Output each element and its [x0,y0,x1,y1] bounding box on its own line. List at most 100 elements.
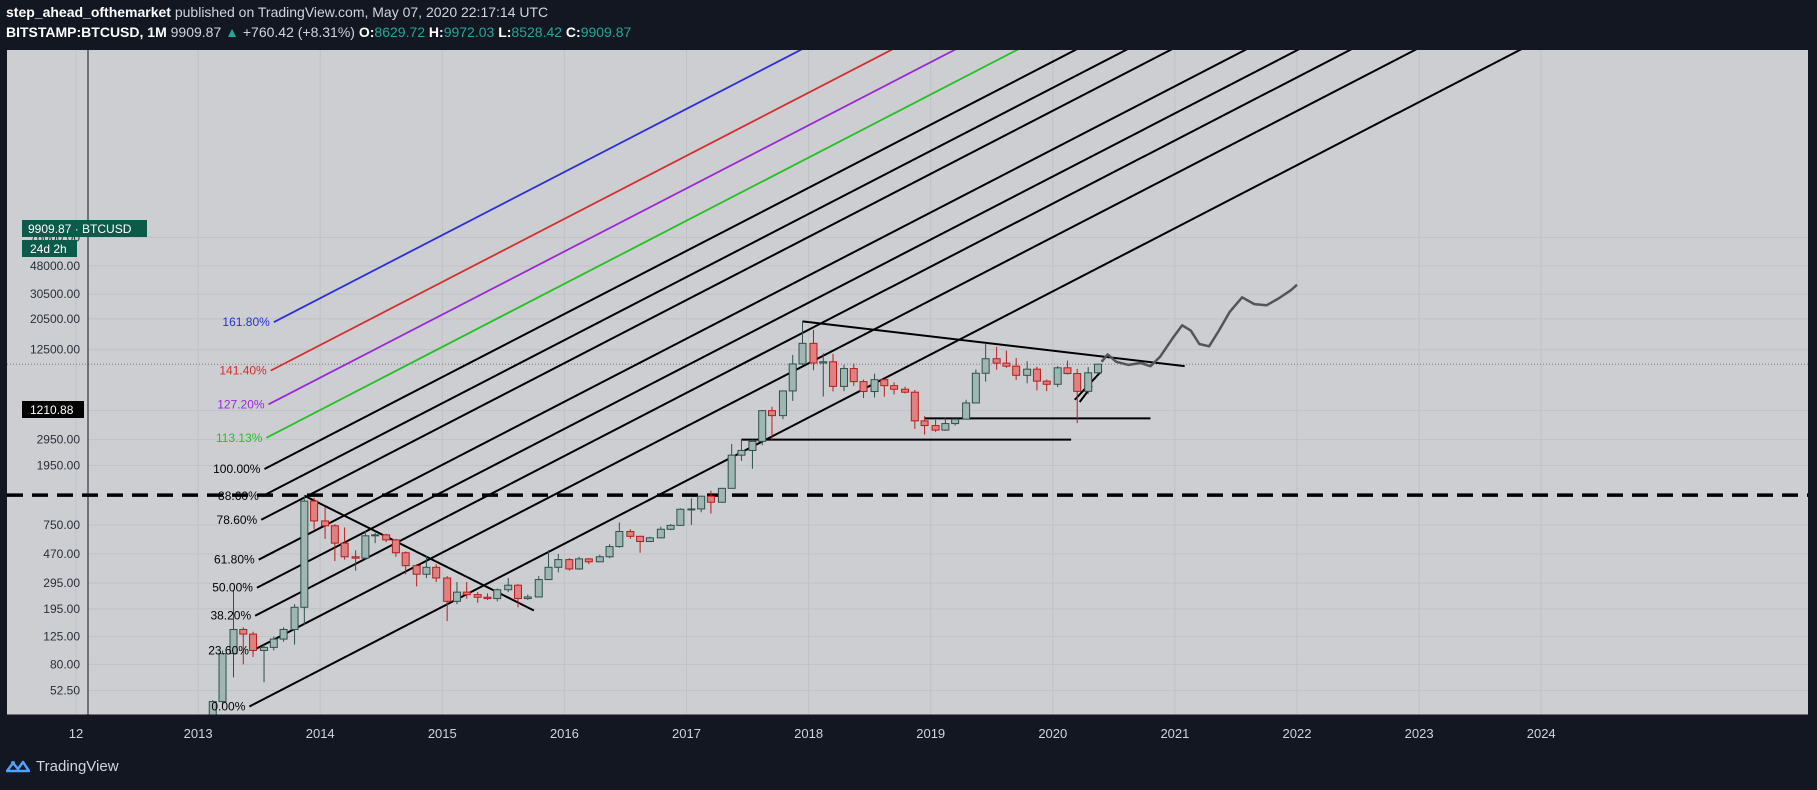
candle-body [697,495,706,510]
candle-body [565,559,574,570]
candle-body [310,500,319,522]
candle-body [412,565,421,575]
candle-body [473,594,482,598]
fib-line [268,50,957,406]
candle-body [615,531,624,548]
candle-body [504,584,513,591]
candle-body [859,381,868,393]
candle-body [321,520,330,527]
candle-body [788,363,797,392]
candle-body [687,508,696,511]
fib-label: 161.80% [222,315,270,329]
up-arrow-icon: ▲ [225,24,239,40]
candle-body [1032,368,1041,382]
candle-body [910,391,919,422]
candle-body [981,358,990,374]
candle-body [300,500,309,608]
candle-body [1053,367,1062,385]
fib-line [273,50,803,323]
x-tick-label: 12 [69,726,83,741]
fib-label: 38.20% [210,609,251,623]
x-tick-label: 2023 [1405,726,1434,741]
candle-body [523,596,532,600]
symbol-name[interactable]: BITSTAMP:BTCUSD, 1M [6,24,167,40]
candle-body [778,390,787,417]
candle-body [798,342,807,365]
candle-body [290,606,299,630]
candle-body [951,418,960,425]
y-tick-label: 80.00 [50,657,80,671]
fib-line [266,50,1019,439]
candle-body [767,410,776,417]
candle-body [840,368,849,387]
close-value: 9909.87 [580,24,632,40]
candle-body [962,402,971,420]
candle-body [422,566,431,575]
fib-label: 88.60% [218,489,259,503]
candle-body [575,558,584,570]
y-tick-label: 12500.00 [30,343,80,357]
candle-body [483,596,492,600]
candle-body [656,528,665,539]
candle-body [829,361,838,387]
candle-body [260,646,269,651]
low-value: 8528.42 [511,24,563,40]
footer-brand[interactable]: TradingView [6,758,119,775]
candle-body [849,368,858,383]
fib-label: 50.00% [212,581,253,595]
y-tick-label: 20500.00 [30,312,80,326]
candle-body [901,388,910,393]
candle-body [371,534,380,537]
fib-label: 127.20% [217,397,265,411]
fib-label: 100.00% [213,462,261,476]
candle-body [645,537,654,542]
tradingview-logo-icon [6,760,30,772]
y-tick-label: 2950.00 [37,433,81,447]
level-badge: 1210.88 [22,401,84,418]
y-tick-label: 52.50 [50,684,80,698]
fib-label: 23.60% [208,643,249,657]
candle-body [676,508,685,526]
time-axis[interactable]: 12 2013 2014 2015 2016 2017 2018 2019 2020 2021 20… [69,726,1556,741]
x-tick-label: 2017 [672,726,701,741]
candle-body [279,628,288,640]
candle-body [941,423,950,431]
fib-line [262,50,1129,497]
candle-body [1023,368,1032,376]
x-tick-label: 2022 [1283,726,1312,741]
symbol-legend: BITSTAMP:BTCUSD, 1M 9909.87 ▲ +760.42 (+… [6,24,631,40]
y-tick-label: 1950.00 [37,458,81,472]
candle-body [432,566,441,579]
candle-body [605,546,614,558]
x-tick-label: 2018 [794,726,823,741]
low-label: L: [498,24,512,40]
x-tick-label: 2013 [184,726,213,741]
author-name[interactable]: step_ahead_ofthemarket [6,4,171,20]
candle-body [514,584,523,600]
candle-body [401,552,410,567]
open-value: 8629.72 [374,24,426,40]
candle-body [706,495,715,503]
candle-body [443,577,452,602]
x-tick-label: 2020 [1038,726,1067,741]
candle-body [809,342,818,364]
x-tick-label: 2024 [1527,726,1556,741]
candle-body [493,589,502,600]
candle-body [870,379,879,393]
fib-label: 0.00% [211,699,245,713]
x-tick-label: 2016 [550,726,579,741]
fib-line [270,50,894,372]
candle-body [920,420,929,427]
candle-body [351,556,360,559]
candle-body [666,524,675,530]
candle-body [626,531,635,537]
candle-body [269,638,278,648]
y-tick-label: 470.00 [43,547,80,561]
countdown-label: 24d 2h [30,242,67,256]
y-tick-label: 750.00 [43,518,80,532]
fib-label: 78.60% [217,513,258,527]
fib-labels: 0.00% 23.60% 38.20% 50.00% 61.80% 78.60% 88.60… [208,315,270,713]
fib-line [264,50,1078,470]
last-price-label: 9909.87 · BTCUSD [28,222,132,236]
